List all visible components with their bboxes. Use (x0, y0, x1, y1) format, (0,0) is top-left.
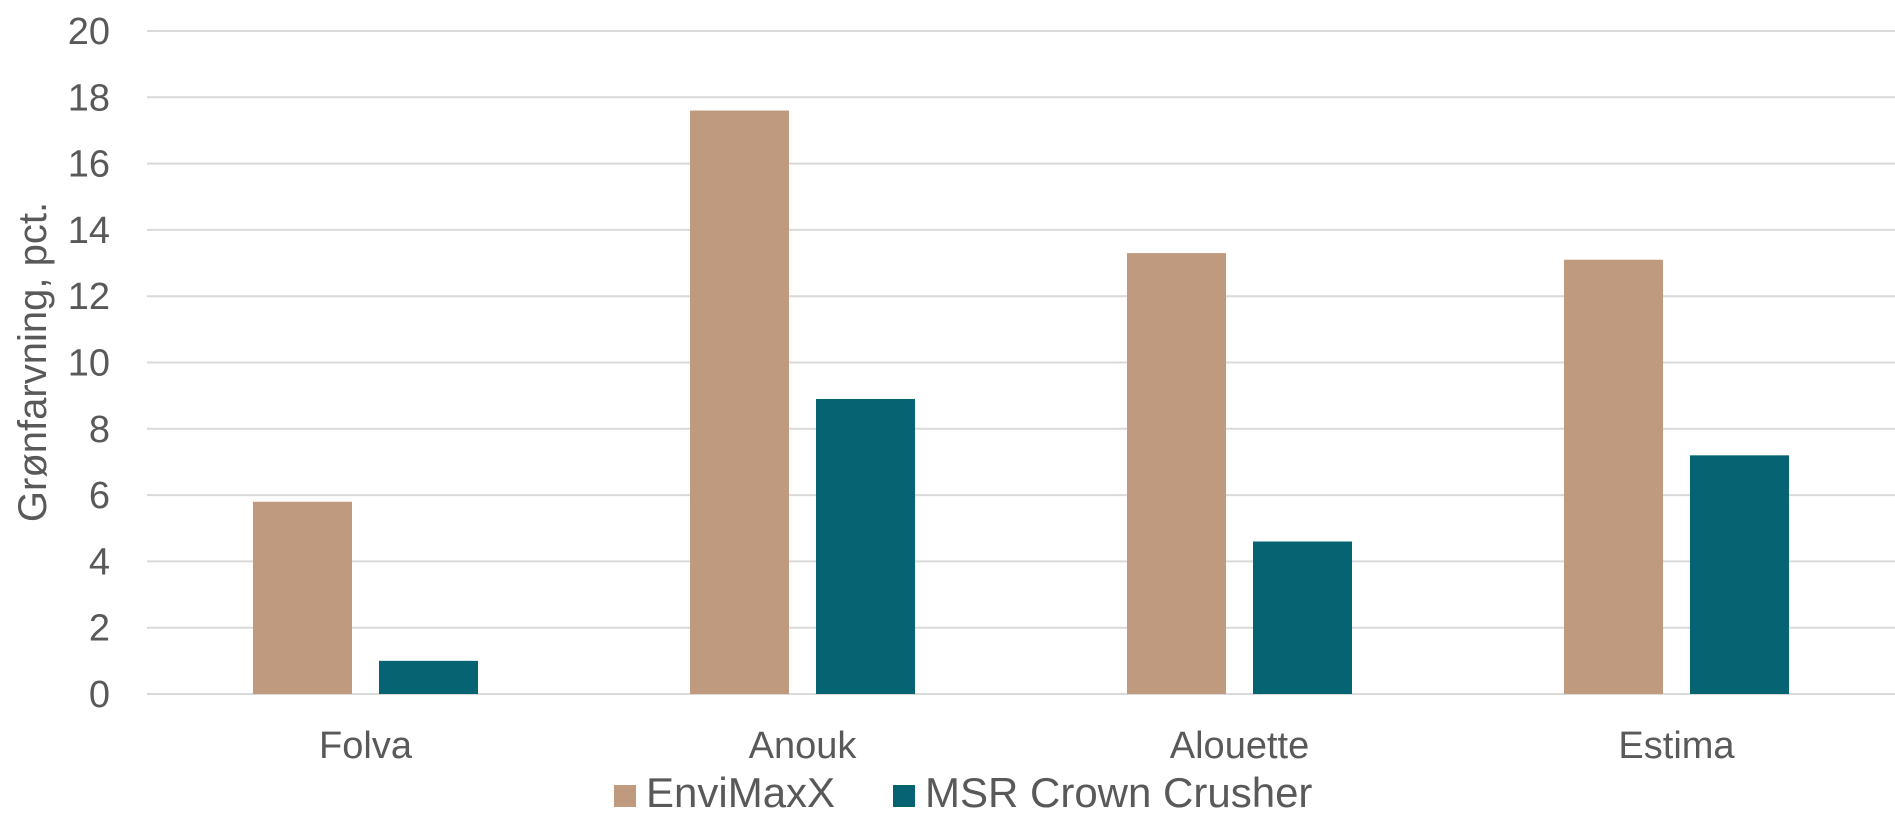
bar-msr-crown-crusher-alouette (1253, 541, 1352, 694)
y-tick-label: 18 (68, 77, 110, 119)
x-tick-label: Estima (1618, 725, 1735, 767)
x-tick-label: Alouette (1170, 725, 1309, 767)
bar-msr-crown-crusher-folva (379, 660, 478, 694)
x-tick-label: Anouk (749, 725, 858, 767)
y-tick-label: 16 (68, 144, 110, 186)
bars (253, 110, 1789, 695)
bar-envimaxx-anouk (690, 110, 789, 694)
legend: EnviMaxX MSR Crown Crusher (614, 769, 1312, 816)
y-tick-label: 6 (89, 475, 110, 517)
y-tick-label: 8 (89, 409, 110, 451)
y-tick-label: 2 (89, 608, 110, 650)
bar-envimaxx-alouette (1127, 253, 1226, 695)
legend-swatch (614, 785, 636, 807)
bar-msr-crown-crusher-estima (1690, 455, 1789, 694)
bar-msr-crown-crusher-anouk (816, 398, 915, 694)
y-tick-label: 12 (68, 276, 110, 318)
bar-envimaxx-folva (253, 501, 352, 694)
y-tick-label: 20 (68, 11, 110, 53)
y-tick-label: 10 (68, 343, 110, 385)
legend-label: MSR Crown Crusher (925, 769, 1312, 816)
y-tick-label: 4 (89, 541, 110, 583)
y-tick-label: 14 (68, 210, 110, 252)
y-axis-title: Grønfarvning, pct. (11, 202, 55, 522)
legend-swatch (893, 785, 915, 807)
y-tick-label: 0 (89, 674, 110, 716)
x-axis-ticks: Folva Anouk Alouette Estima (319, 725, 1735, 767)
legend-label: EnviMaxX (646, 769, 835, 816)
y-axis-ticks: 0 2 4 6 8 10 12 14 16 18 20 (68, 11, 110, 716)
x-tick-label: Folva (319, 725, 413, 767)
bar-envimaxx-estima (1564, 259, 1663, 694)
